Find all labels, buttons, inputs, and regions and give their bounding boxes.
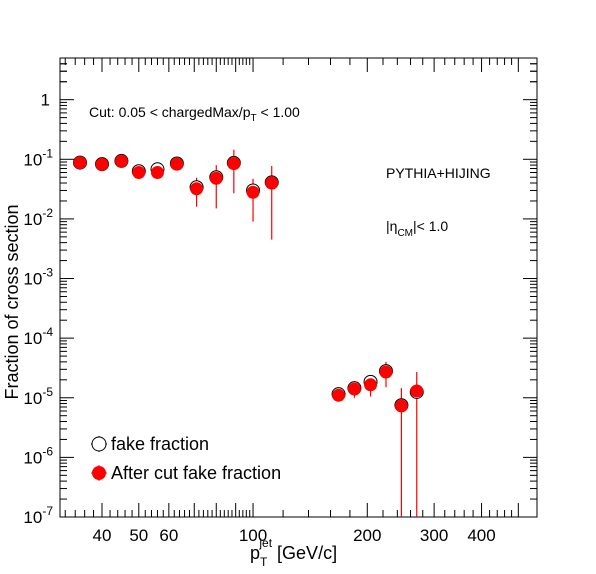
x-tick-label: 400 — [467, 526, 495, 545]
data-point-filled-circle — [115, 155, 128, 168]
y-axis-label: Fraction of cross section — [2, 204, 22, 399]
y-tick-label: 10-6 — [23, 444, 53, 467]
y-tick-label: 10-1 — [23, 146, 53, 169]
y-tick-label: 1 — [41, 91, 50, 110]
x-axis-label: pTjet [GeV/c] — [250, 536, 337, 569]
data-point-filled-circle — [151, 166, 164, 179]
data-point-filled-circle — [190, 182, 203, 195]
data-point-filled-circle — [170, 158, 183, 171]
data-point-filled-circle — [74, 156, 87, 169]
generator-annotation: PYTHIA+HIJING — [386, 165, 491, 181]
data-point-filled-circle — [247, 186, 260, 199]
data-point-filled-circle — [348, 383, 361, 396]
legend-label-fake-fraction: fake fraction — [111, 434, 209, 454]
y-tick-label: 10-7 — [23, 504, 53, 527]
eta-annotation: |ηCM|< 1.0 — [386, 218, 448, 239]
y-axis: 10-7 10-6 10-5 10-4 10-3 10-2 10-1 1 — [23, 58, 537, 527]
data-point-filled-circle — [265, 177, 278, 190]
data-point-filled-circle — [210, 172, 223, 185]
data-point-filled-circle — [96, 158, 109, 171]
y-tick-label: 10-4 — [23, 325, 53, 348]
x-tick-label: 60 — [159, 526, 178, 545]
legend-label-after-cut: After cut fake fraction — [111, 463, 281, 483]
error-bars — [80, 150, 417, 517]
legend-marker-filled-circle — [92, 466, 106, 480]
x-tick-label: 200 — [353, 526, 381, 545]
data-point-filled-circle — [410, 384, 423, 397]
data-point-filled-circle — [379, 366, 392, 379]
data-point-filled-circle — [332, 389, 345, 402]
data-point-filled-circle — [227, 157, 240, 170]
legend-marker-open-circle — [92, 437, 106, 451]
x-tick-label: 40 — [93, 526, 112, 545]
x-tick-label: 50 — [129, 526, 148, 545]
data-point-filled-circle — [132, 166, 145, 179]
data-point-filled-circle — [395, 399, 408, 412]
y-tick-label: 10-2 — [23, 206, 53, 229]
data-point-filled-circle — [364, 378, 377, 391]
legend: fake fraction After cut fake fraction — [91, 434, 281, 483]
x-tick-label: 300 — [420, 526, 448, 545]
y-tick-label: 10-3 — [23, 266, 53, 289]
cut-annotation: Cut: 0.05 < chargedMax/pT < 1.00 — [89, 104, 300, 124]
y-tick-label: 10-5 — [23, 385, 53, 408]
markers — [74, 154, 424, 412]
